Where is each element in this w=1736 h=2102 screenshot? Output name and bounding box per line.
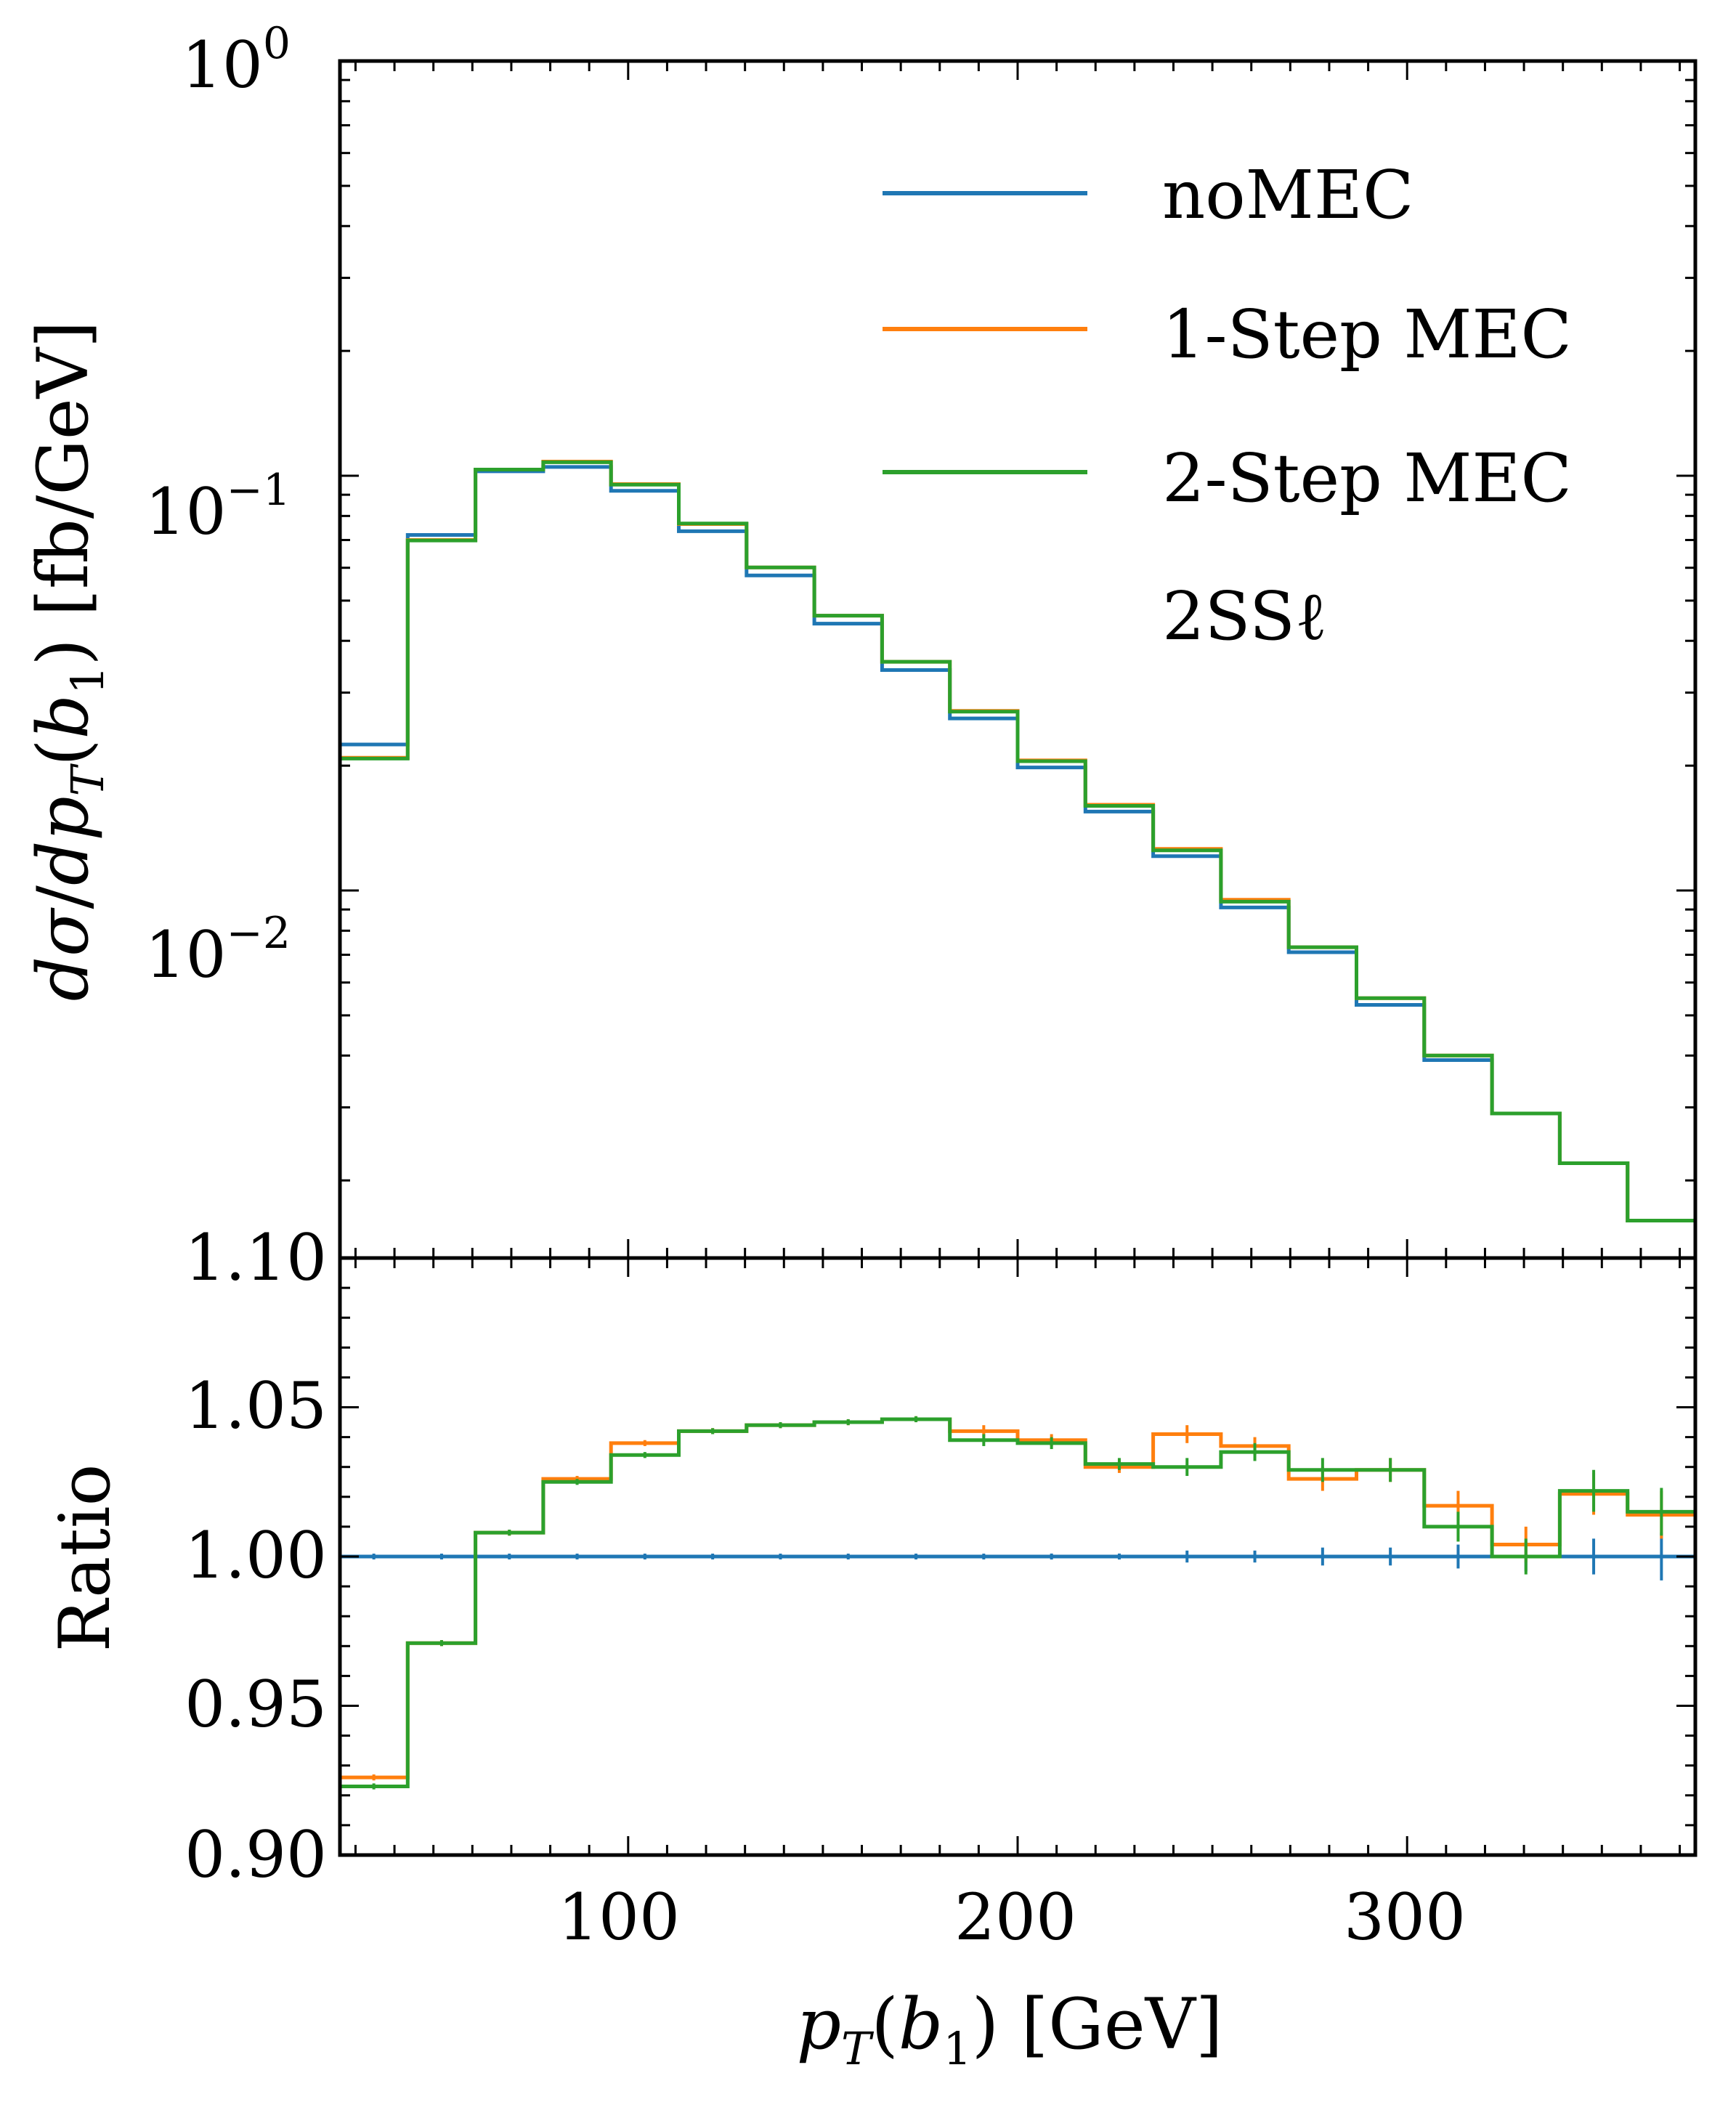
ratio-y-tick-label-110: 1.10 [184, 1220, 327, 1295]
legend: noMEC 1-Step MEC 2-Step MEC 2SSℓ [883, 156, 1572, 655]
main-line-2-step-mec [340, 460, 1695, 1223]
x-tick-labels: 100 200 300 [558, 1880, 1466, 1955]
legend-annotation-2ssl: 2SSℓ [1162, 577, 1327, 655]
ratio-y-tick-label-100: 1.00 [184, 1518, 327, 1593]
legend-label-nomec: noMEC [1162, 156, 1413, 234]
main-y-tick-label-0: 100 [182, 18, 291, 102]
main-panel-series [340, 459, 1695, 1223]
main-y-axis-label: dσ/dpT(b1) [fb/GeV] [23, 321, 114, 1002]
legend-label-2step: 2-Step MEC [1162, 439, 1572, 517]
main-y-tick-label-1: 10−1 [145, 465, 291, 549]
ratio-panel-series [340, 1416, 1695, 1790]
x-axis-label: pT(b1) [GeV] [797, 1984, 1223, 2075]
x-tick-label-200: 200 [954, 1880, 1076, 1955]
ratio-y-tick-label-095: 0.95 [184, 1667, 327, 1742]
x-tick-label-300: 300 [1344, 1880, 1466, 1955]
ratio-line-2-step-mec [340, 1417, 1695, 1788]
x-tick-label-100: 100 [558, 1880, 680, 1955]
main-y-tick-labels: 100 10−1 10−2 [145, 18, 291, 992]
main-y-tick-label-2: 10−2 [145, 908, 291, 992]
ratio-y-tick-label-090: 0.90 [184, 1817, 327, 1892]
legend-label-1step: 1-Step MEC [1162, 296, 1572, 373]
ratio-y-axis-label: Ratio [44, 1464, 126, 1652]
ratio-panel-frame [338, 1256, 1698, 1857]
ratio-y-tick-label-105: 1.05 [184, 1368, 327, 1443]
ratio-y-tick-labels: 1.10 1.05 1.00 0.95 0.90 [184, 1220, 327, 1892]
